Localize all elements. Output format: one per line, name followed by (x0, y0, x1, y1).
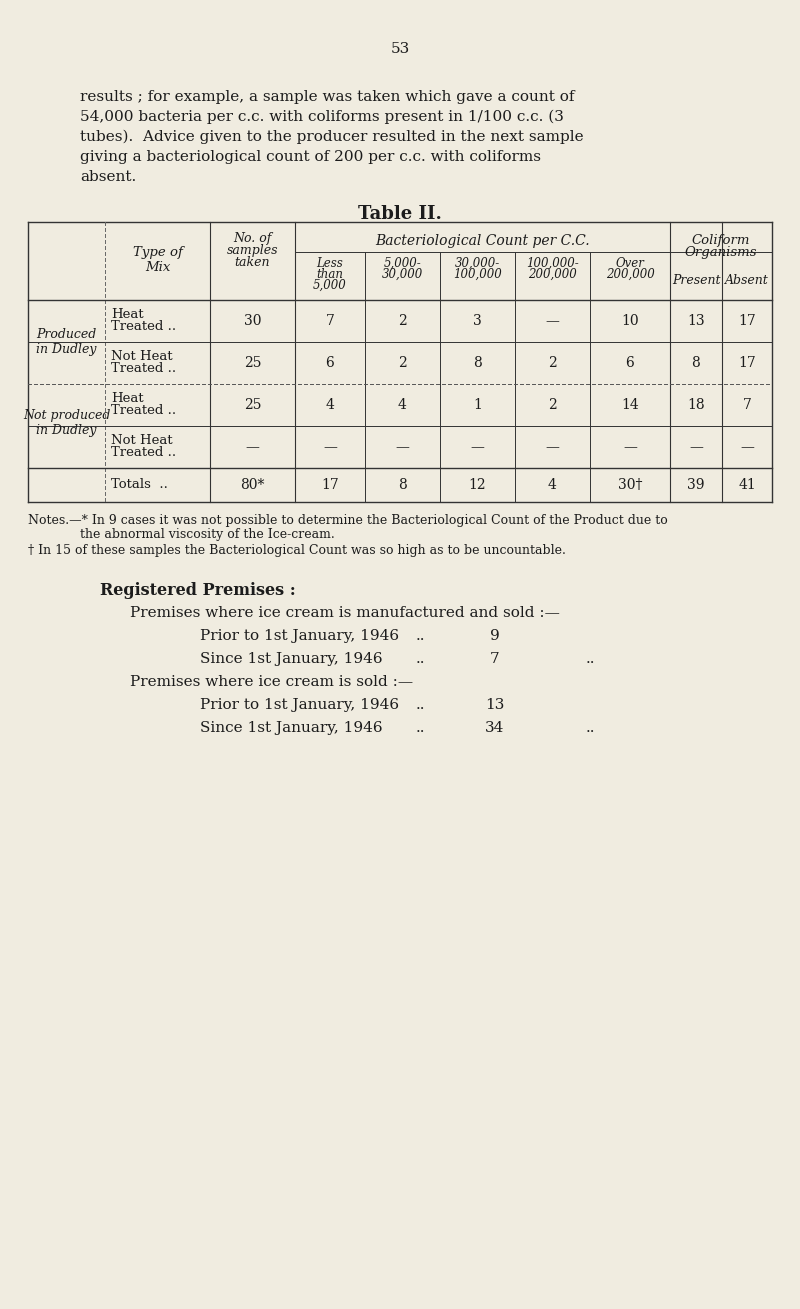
Text: tubes).  Advice given to the producer resulted in the next sample: tubes). Advice given to the producer res… (80, 130, 584, 144)
Text: 8: 8 (398, 478, 407, 492)
Text: 17: 17 (738, 356, 756, 370)
Text: 17: 17 (738, 314, 756, 329)
Text: Type of
Mix: Type of Mix (133, 246, 182, 274)
Text: results ; for example, a sample was taken which gave a count of: results ; for example, a sample was take… (80, 90, 574, 103)
Text: 53: 53 (390, 42, 410, 56)
Text: 13: 13 (687, 314, 705, 329)
Text: the abnormal viscosity of the Ice-cream.: the abnormal viscosity of the Ice-cream. (28, 528, 334, 541)
Text: 2: 2 (548, 356, 557, 370)
Text: Since 1st January, 1946: Since 1st January, 1946 (200, 721, 382, 734)
Text: —: — (740, 440, 754, 454)
Text: Treated ..: Treated .. (111, 363, 176, 376)
Text: Registered Premises :: Registered Premises : (100, 583, 296, 600)
Text: Not Heat: Not Heat (111, 351, 173, 364)
Text: 200,000: 200,000 (606, 268, 654, 281)
Text: 4: 4 (326, 398, 334, 412)
Text: Organisms: Organisms (685, 246, 758, 259)
Text: Heat: Heat (111, 393, 144, 406)
Text: Prior to 1st January, 1946: Prior to 1st January, 1946 (200, 630, 399, 643)
Text: Prior to 1st January, 1946: Prior to 1st January, 1946 (200, 698, 399, 712)
Text: Table II.: Table II. (358, 206, 442, 223)
Text: 34: 34 (486, 721, 505, 734)
Text: Coliform: Coliform (692, 234, 750, 247)
Text: —: — (689, 440, 703, 454)
Text: Not produced
in Dudley: Not produced in Dudley (23, 408, 110, 437)
Text: Premises where ice cream is sold :—: Premises where ice cream is sold :— (130, 675, 413, 689)
Text: 25: 25 (244, 356, 262, 370)
Text: than: than (317, 268, 343, 281)
Text: ..: .. (415, 630, 425, 643)
Text: Since 1st January, 1946: Since 1st January, 1946 (200, 652, 382, 666)
Text: 12: 12 (469, 478, 486, 492)
Text: ..: .. (586, 652, 594, 666)
Text: —: — (246, 440, 259, 454)
Text: Less: Less (317, 257, 343, 270)
Text: 25: 25 (244, 398, 262, 412)
Text: 7: 7 (326, 314, 334, 329)
Text: 30: 30 (244, 314, 262, 329)
Text: Totals  ..: Totals .. (111, 479, 168, 491)
Text: Over: Over (615, 257, 645, 270)
Text: Present: Present (672, 274, 720, 287)
Text: 30,000: 30,000 (382, 268, 423, 281)
Text: Notes.—* In 9 cases it was not possible to determine the Bacteriological Count o: Notes.—* In 9 cases it was not possible … (28, 514, 668, 528)
Text: —: — (395, 440, 410, 454)
Text: Heat: Heat (111, 309, 144, 322)
Text: Not Heat: Not Heat (111, 435, 173, 448)
Text: ..: .. (586, 721, 594, 734)
Text: 41: 41 (738, 478, 756, 492)
Text: —: — (470, 440, 485, 454)
Text: 18: 18 (687, 398, 705, 412)
Text: 39: 39 (687, 478, 705, 492)
Text: 200,000: 200,000 (528, 268, 577, 281)
Text: Bacteriological Count per C.C.: Bacteriological Count per C.C. (375, 234, 590, 247)
Text: 5,000: 5,000 (313, 279, 347, 292)
Text: 2: 2 (398, 314, 407, 329)
Text: —: — (323, 440, 337, 454)
Text: ..: .. (415, 652, 425, 666)
Text: 5,000-: 5,000- (384, 257, 422, 270)
Text: 17: 17 (321, 478, 339, 492)
Text: giving a bacteriological count of 200 per c.c. with coliforms: giving a bacteriological count of 200 pe… (80, 151, 541, 164)
Text: 14: 14 (621, 398, 639, 412)
Text: 3: 3 (473, 314, 482, 329)
Text: 4: 4 (548, 478, 557, 492)
Text: ..: .. (415, 721, 425, 734)
Text: 13: 13 (486, 698, 505, 712)
Text: —: — (546, 440, 559, 454)
Text: 10: 10 (621, 314, 639, 329)
Text: 4: 4 (398, 398, 407, 412)
Text: Treated ..: Treated .. (111, 404, 176, 418)
Text: 30†: 30† (618, 478, 642, 492)
Text: Treated ..: Treated .. (111, 446, 176, 459)
Text: 80*: 80* (240, 478, 265, 492)
Text: Produced
in Dudley: Produced in Dudley (36, 329, 97, 356)
Text: 1: 1 (473, 398, 482, 412)
Text: 8: 8 (473, 356, 482, 370)
Text: Premises where ice cream is manufactured and sold :—: Premises where ice cream is manufactured… (130, 606, 560, 620)
Text: 30,000-: 30,000- (455, 257, 500, 270)
Text: taken: taken (234, 257, 270, 270)
Text: samples: samples (226, 243, 278, 257)
Text: 7: 7 (490, 652, 500, 666)
Text: 2: 2 (398, 356, 407, 370)
Text: 2: 2 (548, 398, 557, 412)
Text: Treated ..: Treated .. (111, 321, 176, 334)
Text: —: — (623, 440, 637, 454)
Text: † In 15 of these samples the Bacteriological Count was so high as to be uncounta: † In 15 of these samples the Bacteriolog… (28, 545, 566, 558)
Text: No. of: No. of (234, 232, 272, 245)
Text: 6: 6 (626, 356, 634, 370)
Text: absent.: absent. (80, 170, 136, 185)
Text: Absent: Absent (725, 274, 769, 287)
Text: —: — (546, 314, 559, 329)
Text: 9: 9 (490, 630, 500, 643)
Text: ..: .. (415, 698, 425, 712)
Text: 6: 6 (326, 356, 334, 370)
Text: 7: 7 (742, 398, 751, 412)
Text: 100,000: 100,000 (453, 268, 502, 281)
Text: 54,000 bacteria per c.c. with coliforms present in 1/100 c.c. (3: 54,000 bacteria per c.c. with coliforms … (80, 110, 564, 124)
Text: 8: 8 (692, 356, 700, 370)
Text: 100,000-: 100,000- (526, 257, 579, 270)
